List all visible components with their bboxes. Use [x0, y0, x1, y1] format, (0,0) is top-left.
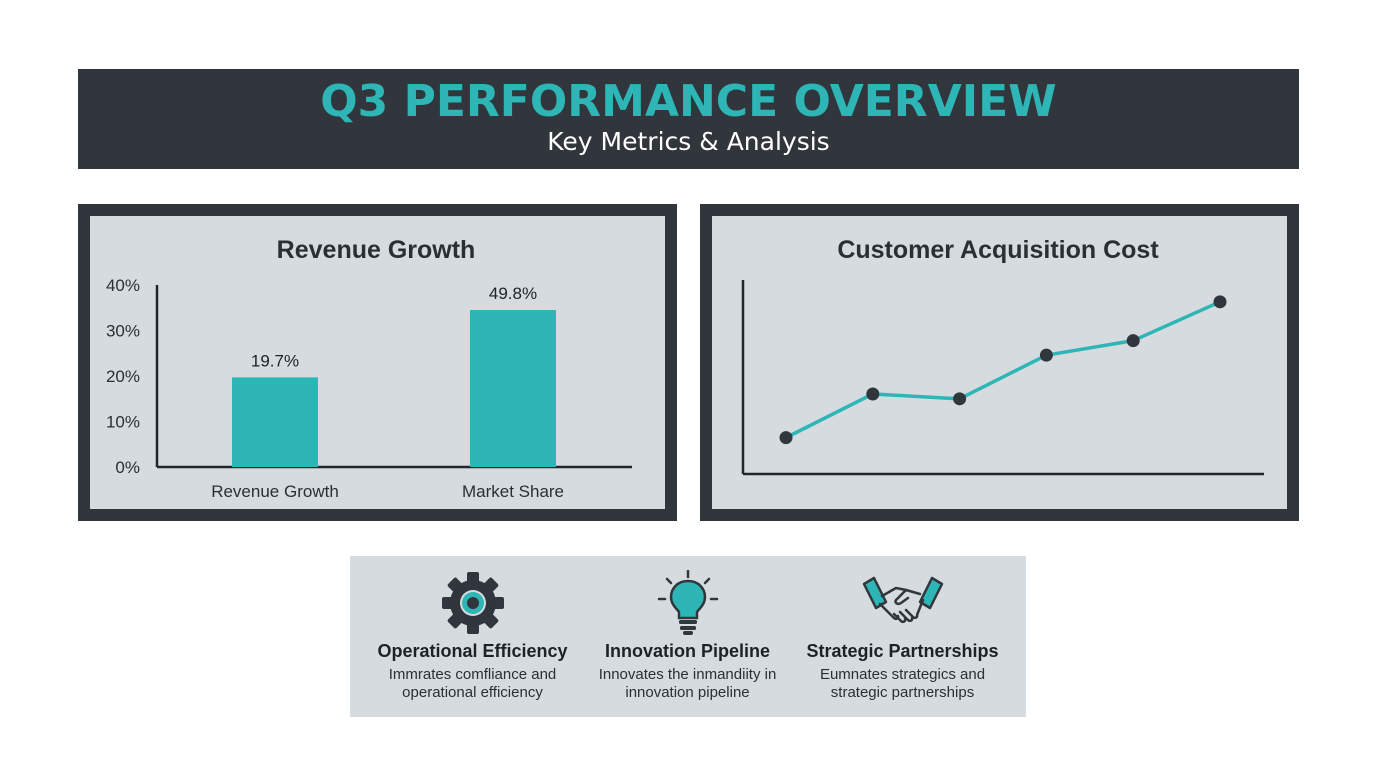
feature-title: Operational Efficiency: [377, 641, 568, 661]
chart-background: [712, 216, 1287, 509]
header-banner: Q3 PERFORMANCE OVERVIEW Key Metrics & An…: [78, 69, 1299, 169]
y-tick-label: 20%: [106, 367, 140, 386]
y-tick-label: 0%: [115, 458, 140, 477]
y-tick-label: 10%: [106, 413, 140, 432]
handshake-icon: [862, 576, 943, 624]
feature-description: Innovates the inmandiity in innovation p…: [575, 666, 800, 702]
feature-title: Innovation Pipeline: [604, 641, 770, 661]
feature-description-line: Innovates the inmandiity in: [598, 666, 777, 683]
x-category-label: Market Share: [462, 482, 564, 501]
bar-value-label: 49.8%: [489, 284, 537, 303]
feature-description-line: strategic partnerships: [830, 684, 975, 701]
feature-description: Immrates comfliance and operational effi…: [360, 666, 585, 702]
line-chart-title: Customer Acquisition Cost: [837, 236, 1159, 264]
feature-description-line: Eumnates strategics and: [819, 666, 986, 683]
gear-icon: [441, 572, 504, 634]
feature-description-line: operational efficiency: [402, 684, 543, 701]
feature-strip: Operational Efficiency Immrates comflian…: [350, 556, 1026, 717]
lightbulb-icon: [657, 570, 718, 635]
feature-title: Strategic Partnerships: [806, 641, 999, 661]
data-point: [779, 431, 793, 445]
feature-description-line: innovation pipeline: [625, 684, 750, 701]
data-point: [1126, 334, 1140, 348]
bar-revenue-growth: [232, 377, 318, 467]
feature-description: Eumnates strategics and strategic partne…: [790, 666, 1015, 702]
bar-market-share: [470, 310, 556, 467]
y-tick-label: 40%: [106, 276, 140, 295]
data-point: [1039, 348, 1053, 362]
chart-background: [90, 216, 665, 509]
page-title: Q3 PERFORMANCE OVERVIEW: [320, 76, 1057, 127]
revenue-growth-chart: Revenue Growth 0% 10% 20% 30% 40% 19.7% Reven…: [90, 216, 665, 509]
data-point: [1213, 295, 1227, 309]
customer-acquisition-cost-panel: Customer Acquisition Cost: [700, 204, 1299, 521]
page-subtitle: Key Metrics & Analysis: [547, 127, 830, 156]
feature-operational-efficiency: Operational Efficiency Immrates comflian…: [360, 556, 585, 717]
revenue-growth-panel: Revenue Growth 0% 10% 20% 30% 40% 19.7% Reven…: [78, 204, 677, 521]
feature-strategic-partnerships: Strategic Partnerships Eumnates strategi…: [790, 556, 1015, 717]
feature-innovation-pipeline: Innovation Pipeline Innovates the inmand…: [575, 556, 800, 717]
y-tick-label: 30%: [106, 322, 140, 341]
feature-description-line: Immrates comfliance and: [388, 666, 557, 683]
data-point: [866, 387, 880, 401]
bar-chart-title: Revenue Growth: [277, 236, 476, 264]
data-point: [953, 392, 967, 406]
cac-series-line: [785, 300, 1221, 440]
bar-value-label: 19.7%: [251, 351, 299, 370]
customer-acquisition-cost-chart: Customer Acquisition Cost: [712, 216, 1287, 509]
x-category-label: Revenue Growth: [211, 482, 339, 501]
